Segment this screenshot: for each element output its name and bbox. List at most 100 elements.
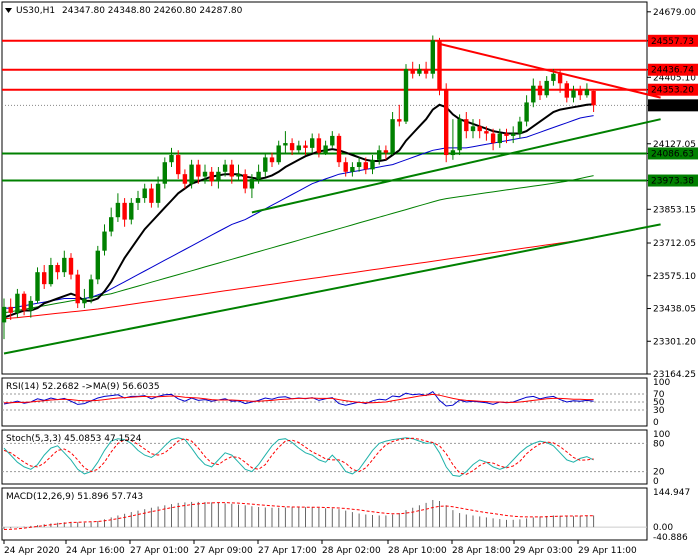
level-label-text: 24436.74: [651, 66, 694, 76]
candle-body: [15, 293, 20, 313]
candle-body: [390, 119, 395, 153]
stoch-tick-label: 100: [653, 430, 670, 440]
candle-body: [323, 145, 328, 153]
candle-body: [484, 131, 489, 134]
candle-body: [28, 300, 33, 311]
price-tick-label: 23438.05: [653, 305, 696, 315]
level-labels: 24557.73 24436.74 24353.20 24086.63 23973.38…: [648, 34, 698, 187]
macd-tick-label: 144.947: [653, 488, 690, 498]
stoch-d-line: [3, 437, 594, 475]
candle-body: [316, 138, 322, 153]
current-price-text: 24287.80: [651, 101, 694, 111]
candle-body: [263, 157, 268, 172]
candle-body: [303, 145, 308, 148]
candle-body: [511, 133, 516, 136]
candle-body: [591, 90, 596, 106]
candle-body: [256, 171, 261, 179]
candle-body: [531, 85, 536, 103]
candle-body: [464, 119, 469, 132]
candle-body: [537, 85, 543, 96]
time-tick-label: 27 Apr 09:00: [194, 546, 253, 556]
candle-body: [222, 164, 228, 172]
price-panel[interactable]: [1, 1, 648, 375]
candle-body: [8, 306, 13, 313]
candle-body: [82, 298, 87, 304]
macd-tick-label: 0.00: [653, 523, 673, 533]
macd-tick-label: -40.886: [653, 533, 688, 543]
candle-body: [350, 166, 355, 172]
ma-black-line: [3, 103, 594, 319]
candle-body: [75, 274, 80, 304]
candle-body: [551, 73, 556, 81]
candle-body: [397, 119, 402, 122]
rsi-tick-label: 30: [653, 406, 665, 416]
level-label-text: 24557.73: [651, 37, 694, 47]
candle-body: [571, 90, 576, 98]
candle-body: [437, 40, 442, 91]
stochastic-panel[interactable]: [1, 429, 648, 485]
price-tick-label: 23853.15: [653, 205, 696, 215]
candle-body: [122, 202, 127, 220]
level-label-text: 23973.38: [651, 177, 694, 187]
rsi-title: RSI(14) 52.2682 ->MA(9) 56.6035: [6, 382, 160, 392]
rsi-tick-label: 0: [653, 418, 659, 428]
time-tick-label: 28 Apr 18:00: [452, 546, 511, 556]
candle-body: [21, 293, 27, 311]
candle-body: [497, 133, 502, 144]
level-label-box: [648, 147, 698, 160]
candle-body: [48, 265, 54, 285]
level-label-box: [648, 174, 698, 187]
candle-body: [477, 126, 482, 132]
price-tick-label: 23575.10: [653, 272, 696, 282]
horizontal-levels: [2, 39, 647, 182]
symbol-dropdown-icon[interactable]: [5, 8, 12, 13]
candle-body: [269, 157, 275, 163]
candle-body: [202, 171, 208, 177]
price-tick-label: 24405.10: [653, 73, 696, 83]
symbol-label: US30,H1: [16, 6, 55, 16]
candle-body: [430, 40, 435, 74]
candle-body: [68, 257, 74, 275]
candle-body: [470, 126, 476, 132]
price-tick-label: 23712.05: [653, 239, 696, 249]
candle-body: [135, 198, 141, 203]
candle-body: [289, 143, 295, 151]
candle-body: [403, 68, 409, 122]
candle-body: [129, 202, 134, 220]
candle-body: [229, 164, 234, 177]
price-tick-label: 24679.00: [653, 8, 696, 18]
candle-body: [578, 90, 583, 96]
rsi-ma-line: [4, 393, 594, 404]
candle-body: [169, 155, 174, 163]
stoch-tick-label: 0: [653, 477, 659, 487]
moving-averages: [3, 103, 594, 320]
candle-body: [383, 150, 389, 153]
candle-body: [243, 174, 248, 189]
candle-body: [236, 174, 241, 177]
level-label-text: 24353.20: [651, 86, 694, 96]
time-tick-label: 27 Apr 01:00: [130, 546, 189, 556]
time-tick-label: 29 Apr 03:00: [514, 546, 573, 556]
candles: [1, 35, 596, 340]
candle-body: [162, 162, 167, 184]
time-x-axis: 24 Apr 2020 24 Apr 16:00 27 Apr 01:00 27 Ap…: [3, 540, 637, 556]
red-trendline: [439, 42, 661, 99]
candle-body: [115, 202, 121, 218]
time-tick-label: 24 Apr 2020: [4, 546, 60, 556]
candle-body: [95, 250, 100, 280]
candle-body: [417, 68, 422, 74]
candle-body: [410, 68, 415, 74]
candle-body: [109, 217, 114, 232]
candle-body: [189, 164, 194, 184]
price-tick-label: 23301.20: [653, 337, 696, 347]
candle-body: [336, 135, 342, 163]
candle-body: [370, 159, 375, 170]
ma-green-line: [3, 175, 594, 314]
ohlc-values: 24347.80 24348.80 24260.80 24287.80: [62, 6, 243, 16]
time-tick-label: 27 Apr 17:00: [258, 546, 317, 556]
candle-body: [142, 188, 147, 199]
macd-panel[interactable]: [1, 487, 648, 541]
candle-body: [557, 73, 563, 84]
green-trendline: [251, 118, 661, 214]
